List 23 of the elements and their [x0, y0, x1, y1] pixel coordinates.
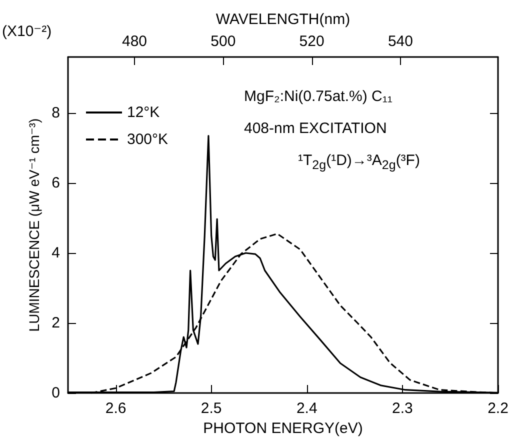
y-tick-label: 8 — [52, 104, 60, 122]
x-tick-label: 2.6 — [105, 400, 126, 417]
legend-label: 12°K — [127, 104, 160, 121]
x2-tick-label: 520 — [299, 33, 324, 50]
x2-tick-label: 500 — [210, 33, 236, 50]
x2-tick-label: 480 — [122, 33, 148, 50]
annotation: 408-nm EXCITATION — [244, 120, 387, 137]
y-tick-label: 6 — [52, 174, 60, 192]
text: (X10⁻²) — [2, 22, 52, 40]
annotation: ¹T$_{2g}$(¹D)→³A$_{2g}$(³F) — [298, 152, 420, 172]
annotation: MgF₂:Ni(0.75at.%) C₁₁ — [244, 88, 392, 105]
legend-label: 300°K — [127, 131, 168, 148]
y-tick-label: 2 — [52, 314, 60, 332]
y-tick-label: 0 — [52, 384, 60, 402]
y-axis-title: LUMINESCENCE (μW eV⁻¹ cm⁻³) — [26, 118, 42, 332]
y-tick-label: 4 — [52, 244, 60, 262]
x-tick-label: 2.5 — [200, 400, 222, 417]
x2-tick-label: 540 — [388, 33, 413, 50]
x-tick-label: 2.3 — [392, 400, 413, 417]
x-axis-title: PHOTON ENERGY(eV) — [203, 420, 363, 437]
x-tick-label: 2.4 — [296, 400, 318, 417]
x2-axis-title: WAVELENGTH(nm) — [216, 11, 350, 28]
x-tick-label: 2.2 — [488, 400, 508, 417]
